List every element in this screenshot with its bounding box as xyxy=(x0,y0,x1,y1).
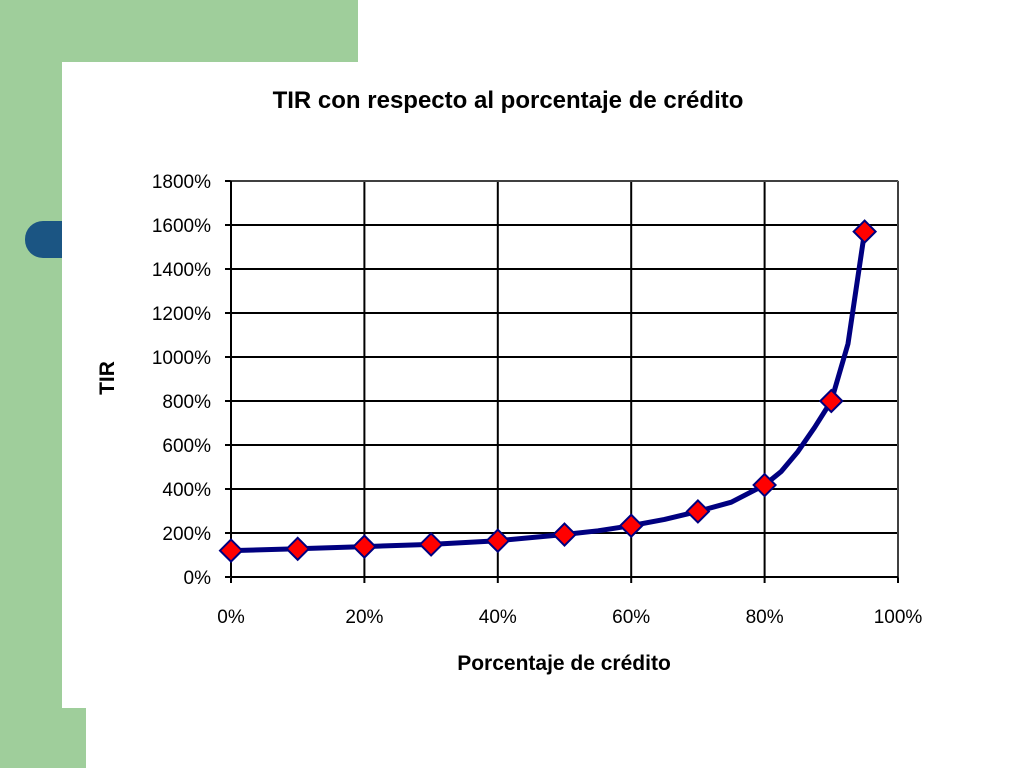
x-tick-label: 0% xyxy=(217,607,245,628)
data-point xyxy=(852,219,878,245)
y-tick-label: 1800% xyxy=(152,172,211,193)
x-tick-label: 20% xyxy=(345,607,383,628)
x-tick-label: 80% xyxy=(746,607,784,628)
series xyxy=(218,219,878,564)
grid xyxy=(230,180,899,578)
axes xyxy=(225,180,899,583)
data-point xyxy=(485,528,511,554)
y-tick-label: 1600% xyxy=(152,216,211,237)
y-tick-label: 200% xyxy=(162,524,211,545)
data-point xyxy=(618,513,644,539)
data-point xyxy=(552,522,577,547)
y-tick-label: 600% xyxy=(162,436,211,457)
data-point xyxy=(285,536,311,562)
series-line xyxy=(228,229,868,554)
y-tick-label: 400% xyxy=(162,480,211,501)
data-point xyxy=(418,532,444,557)
x-axis-title: Porcentaje de crédito xyxy=(457,652,671,675)
y-tick-label: 1000% xyxy=(152,348,211,369)
decor-accent-tab xyxy=(25,221,62,258)
data-point xyxy=(818,388,844,414)
y-axis-title: TIR xyxy=(96,361,119,395)
y-tick-label: 1400% xyxy=(152,260,211,281)
decor-band-left xyxy=(0,0,62,768)
y-tick-label: 800% xyxy=(162,392,211,413)
x-tick-label: 40% xyxy=(479,607,517,628)
data-point xyxy=(218,538,244,564)
x-tick-label: 100% xyxy=(874,607,923,628)
y-tick-labels: 0% 200% 400% 600% 800% 1000% 1200% 1400% 1600% 18… xyxy=(152,172,211,589)
x-tick-labels: 0% 20% 40% 60% 80% 100% xyxy=(217,607,922,628)
plot-border xyxy=(230,180,899,578)
decor-band-bottom-left xyxy=(0,708,86,768)
y-tick-label: 1200% xyxy=(152,304,211,325)
chart-title: TIR con respecto al porcentaje de crédit… xyxy=(273,87,744,114)
data-point xyxy=(351,534,377,560)
data-point xyxy=(752,472,778,498)
data-point xyxy=(685,499,711,524)
x-tick-label: 60% xyxy=(612,607,650,628)
y-tick-label: 0% xyxy=(184,568,212,589)
